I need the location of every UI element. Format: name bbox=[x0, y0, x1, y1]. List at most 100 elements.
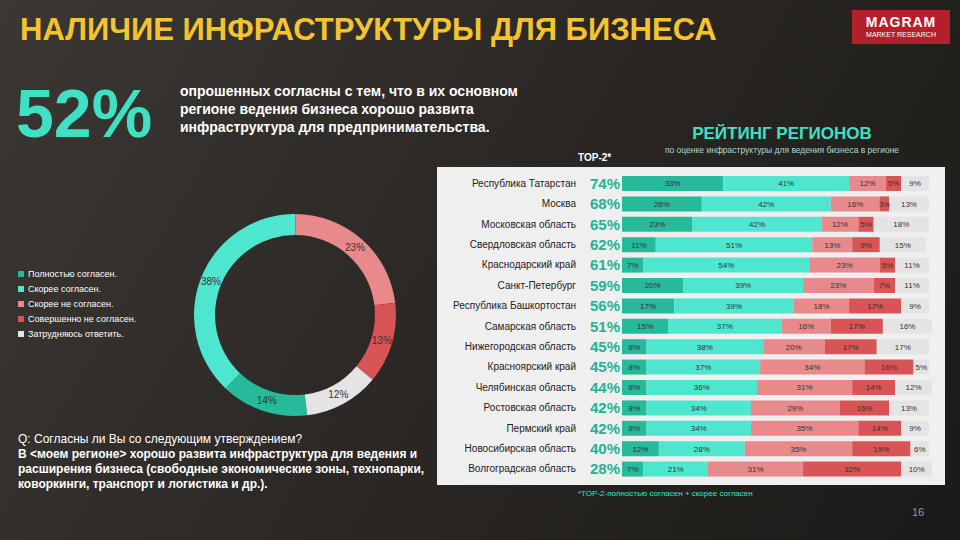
svg-text:40%: 40% bbox=[590, 440, 620, 457]
svg-text:8%: 8% bbox=[628, 343, 640, 352]
svg-text:56%: 56% bbox=[590, 297, 620, 314]
svg-text:45%: 45% bbox=[590, 358, 620, 375]
svg-text:42%: 42% bbox=[590, 420, 620, 437]
svg-text:10%: 10% bbox=[909, 465, 925, 474]
svg-text:16%: 16% bbox=[847, 200, 863, 209]
svg-text:Новосибирская область: Новосибирская область bbox=[465, 443, 576, 454]
svg-text:Самарская область: Самарская область bbox=[485, 321, 576, 332]
svg-text:16%: 16% bbox=[881, 363, 897, 372]
svg-text:26%: 26% bbox=[654, 200, 670, 209]
svg-text:12%: 12% bbox=[860, 179, 876, 188]
svg-text:16%: 16% bbox=[899, 322, 915, 331]
svg-text:23%: 23% bbox=[345, 242, 365, 253]
svg-text:11%: 11% bbox=[904, 281, 919, 290]
svg-text:6%: 6% bbox=[914, 445, 926, 454]
svg-text:Республика Башкортостан: Республика Башкортостан bbox=[453, 300, 576, 311]
svg-text:31%: 31% bbox=[748, 465, 764, 474]
svg-text:45%: 45% bbox=[590, 338, 620, 355]
svg-text:Санкт-Петербург: Санкт-Петербург bbox=[498, 280, 577, 291]
svg-text:Пермский край: Пермский край bbox=[506, 423, 576, 434]
svg-text:68%: 68% bbox=[590, 195, 620, 212]
svg-text:28%: 28% bbox=[694, 445, 710, 454]
svg-text:37%: 37% bbox=[717, 322, 733, 331]
svg-text:61%: 61% bbox=[590, 256, 620, 273]
svg-text:5%: 5% bbox=[882, 261, 894, 270]
svg-text:Краснодарский край: Краснодарский край bbox=[482, 259, 576, 270]
svg-text:31%: 31% bbox=[797, 383, 813, 392]
svg-text:62%: 62% bbox=[590, 236, 620, 253]
svg-text:8%: 8% bbox=[628, 363, 640, 372]
svg-text:39%: 39% bbox=[726, 302, 742, 311]
svg-text:35%: 35% bbox=[790, 445, 806, 454]
svg-text:8%: 8% bbox=[628, 404, 640, 413]
svg-text:3%: 3% bbox=[879, 200, 891, 209]
svg-text:11%: 11% bbox=[631, 241, 646, 250]
svg-text:34%: 34% bbox=[691, 404, 707, 413]
svg-text:7%: 7% bbox=[627, 465, 639, 474]
svg-text:51%: 51% bbox=[590, 318, 620, 335]
svg-text:Свердловская область: Свердловская область bbox=[470, 239, 576, 250]
svg-text:Нижегородская область: Нижегородская область bbox=[465, 341, 576, 352]
svg-text:5%: 5% bbox=[915, 363, 927, 372]
svg-text:54%: 54% bbox=[718, 261, 734, 270]
svg-text:41%: 41% bbox=[778, 179, 794, 188]
svg-text:Челябинская область: Челябинская область bbox=[476, 382, 576, 393]
svg-text:Волгоградская область: Волгоградская область bbox=[468, 463, 576, 474]
svg-text:14%: 14% bbox=[866, 383, 882, 392]
svg-text:38%: 38% bbox=[201, 276, 221, 287]
svg-text:29%: 29% bbox=[787, 404, 803, 413]
svg-text:13%: 13% bbox=[824, 241, 840, 250]
svg-text:17%: 17% bbox=[843, 343, 859, 352]
svg-text:16%: 16% bbox=[856, 404, 872, 413]
svg-text:20%: 20% bbox=[786, 343, 802, 352]
svg-text:11%: 11% bbox=[904, 261, 919, 270]
svg-text:32%: 32% bbox=[844, 465, 860, 474]
svg-text:42%: 42% bbox=[749, 220, 765, 229]
svg-text:18%: 18% bbox=[813, 302, 829, 311]
svg-text:Республика Татарстан: Республика Татарстан bbox=[472, 178, 576, 189]
svg-text:37%: 37% bbox=[695, 363, 711, 372]
svg-text:42%: 42% bbox=[590, 399, 620, 416]
svg-text:9%: 9% bbox=[909, 302, 921, 311]
svg-text:12%: 12% bbox=[906, 383, 922, 392]
svg-text:5%: 5% bbox=[888, 179, 900, 188]
svg-text:14%: 14% bbox=[257, 395, 277, 406]
svg-text:Ростовская область: Ростовская область bbox=[484, 402, 576, 413]
svg-text:19%: 19% bbox=[873, 445, 889, 454]
svg-text:12%: 12% bbox=[832, 220, 848, 229]
svg-text:21%: 21% bbox=[668, 465, 684, 474]
svg-text:36%: 36% bbox=[694, 383, 710, 392]
svg-text:20%: 20% bbox=[645, 281, 661, 290]
svg-text:44%: 44% bbox=[590, 379, 620, 396]
svg-text:23%: 23% bbox=[837, 261, 853, 270]
svg-text:Красноярский край: Красноярский край bbox=[488, 361, 576, 372]
svg-text:39%: 39% bbox=[735, 281, 751, 290]
svg-text:16%: 16% bbox=[798, 322, 814, 331]
svg-text:33%: 33% bbox=[665, 179, 681, 188]
svg-text:59%: 59% bbox=[590, 277, 620, 294]
svg-text:17%: 17% bbox=[640, 302, 656, 311]
svg-text:17%: 17% bbox=[895, 343, 911, 352]
svg-text:23%: 23% bbox=[830, 281, 846, 290]
svg-text:13%: 13% bbox=[901, 200, 917, 209]
svg-text:Москва: Москва bbox=[542, 198, 577, 209]
svg-text:9%: 9% bbox=[860, 241, 872, 250]
svg-text:15%: 15% bbox=[895, 241, 911, 250]
svg-text:7%: 7% bbox=[627, 261, 639, 270]
svg-text:5%: 5% bbox=[860, 220, 872, 229]
svg-text:65%: 65% bbox=[590, 216, 620, 233]
svg-text:13%: 13% bbox=[372, 335, 392, 346]
svg-text:42%: 42% bbox=[758, 200, 774, 209]
svg-text:13%: 13% bbox=[901, 404, 917, 413]
svg-text:17%: 17% bbox=[867, 302, 883, 311]
svg-text:Московская область: Московская область bbox=[481, 219, 576, 230]
svg-text:28%: 28% bbox=[590, 460, 620, 477]
svg-text:74%: 74% bbox=[590, 175, 620, 192]
svg-text:38%: 38% bbox=[697, 343, 713, 352]
svg-text:18%: 18% bbox=[893, 220, 909, 229]
svg-text:23%: 23% bbox=[649, 220, 665, 229]
svg-text:8%: 8% bbox=[628, 383, 640, 392]
svg-text:9%: 9% bbox=[909, 424, 921, 433]
svg-text:9%: 9% bbox=[909, 179, 921, 188]
svg-text:8%: 8% bbox=[628, 424, 640, 433]
